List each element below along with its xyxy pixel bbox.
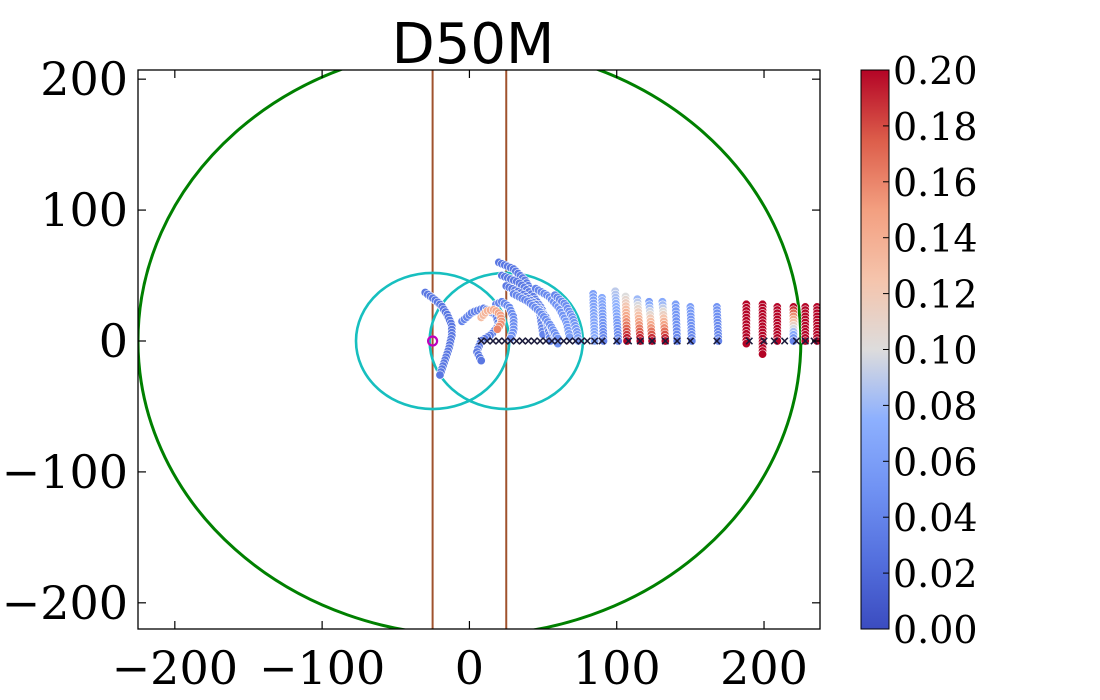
column-168 [712,302,723,346]
x-marker [598,337,606,345]
column-90 [597,293,608,346]
column-140 [671,299,682,346]
colorbar-tick-label: 0.08 [893,384,978,428]
data-point [613,336,623,346]
x-marker [661,337,670,345]
x-marker [477,337,485,345]
trail-center-hot [476,305,507,334]
outer-boundary-circle [138,70,803,629]
y-tick-label: −200 [2,576,128,630]
x-marker [565,337,574,345]
colorbar-tick-label: 0.02 [893,552,978,596]
colorbar-tick-label: 0.10 [893,329,978,373]
x-marker [512,337,521,345]
colorbar-tick-label: 0.04 [893,496,978,540]
x-marker [745,337,754,345]
x-tick-label: −200 [112,641,238,695]
y-axis: 200 100 0 −100 −200 [2,52,820,630]
plot-area [138,70,820,629]
x-marker [536,337,544,345]
column-236 [812,302,820,346]
data-point [713,336,723,346]
x-marker [518,337,527,345]
colorbar-tick-label: 0.20 [893,49,978,93]
x-marker [495,337,503,345]
x-marker [559,337,568,345]
x-axis: −200 −100 0 100 200 [112,70,808,695]
column-123 [644,297,657,346]
data-point [492,324,502,334]
y-tick-label: −100 [2,445,128,499]
x-marker [673,337,681,345]
x-marker [770,337,779,345]
y-tick-label: 200 [40,52,128,106]
data-point [476,356,486,366]
x-marker [524,337,533,345]
column-100 [610,286,623,346]
data-point [435,370,445,380]
x-tick-label: 200 [720,641,808,695]
x-marker [577,337,586,345]
plot-frame [137,69,821,630]
x-marker [624,337,633,345]
trail-arc-4 [509,289,563,343]
column-220 [788,302,798,346]
column-106 [621,291,632,346]
data-point [758,349,768,359]
x-marker [648,337,656,345]
column-200 [758,299,768,359]
y-tick-label: 0 [99,314,128,368]
x-marker [583,337,591,345]
colorbar-tick-label: 0.18 [893,105,978,149]
x-marker [686,337,695,345]
colorbar-tick-label: 0.00 [893,608,978,652]
x-marker [542,337,550,345]
column-150 [685,302,697,346]
data-point [573,336,583,346]
x-marker [530,337,538,345]
data-point [788,336,798,346]
x-marker [792,337,801,345]
colorbar-tick-label: 0.14 [893,217,978,261]
colorbar-tick-label: 0.16 [893,161,978,205]
x-marker [612,337,621,345]
source-marker [427,335,439,347]
x-marker [548,337,556,345]
trail-arc-6 [550,290,583,346]
x-marker-row [477,337,818,345]
column-132 [657,297,670,346]
chart-title: D50M [392,12,555,77]
data-point [772,336,782,346]
x-marker [554,337,562,345]
x-marker [636,337,645,345]
x-tick-label: 0 [455,641,484,695]
x-marker [590,337,599,345]
column-84 [588,289,600,346]
x-tick-label: 100 [573,641,661,695]
column-115 [632,294,645,346]
x-marker [489,337,497,345]
x-marker [571,337,580,345]
x-marker [801,337,810,345]
colorbar-axis: 0.00 0.02 0.04 0.06 0.08 0.10 0.12 0.14 0.16 0.18… [883,49,978,652]
data-point [687,336,697,346]
x-marker [501,337,509,345]
y-tick-label: 100 [40,183,128,237]
x-marker [506,337,515,345]
data-point [622,336,632,346]
trail-left [420,288,457,380]
x-marker [760,337,768,345]
data-point [598,336,608,346]
x-tick-label: −100 [259,641,385,695]
x-marker [713,337,721,345]
colorbar-tick-label: 0.06 [893,440,978,484]
x-marker [483,337,491,345]
colorbar-tick-label: 0.12 [893,273,978,317]
trail-center-2 [491,297,519,343]
x-marker [780,337,789,345]
